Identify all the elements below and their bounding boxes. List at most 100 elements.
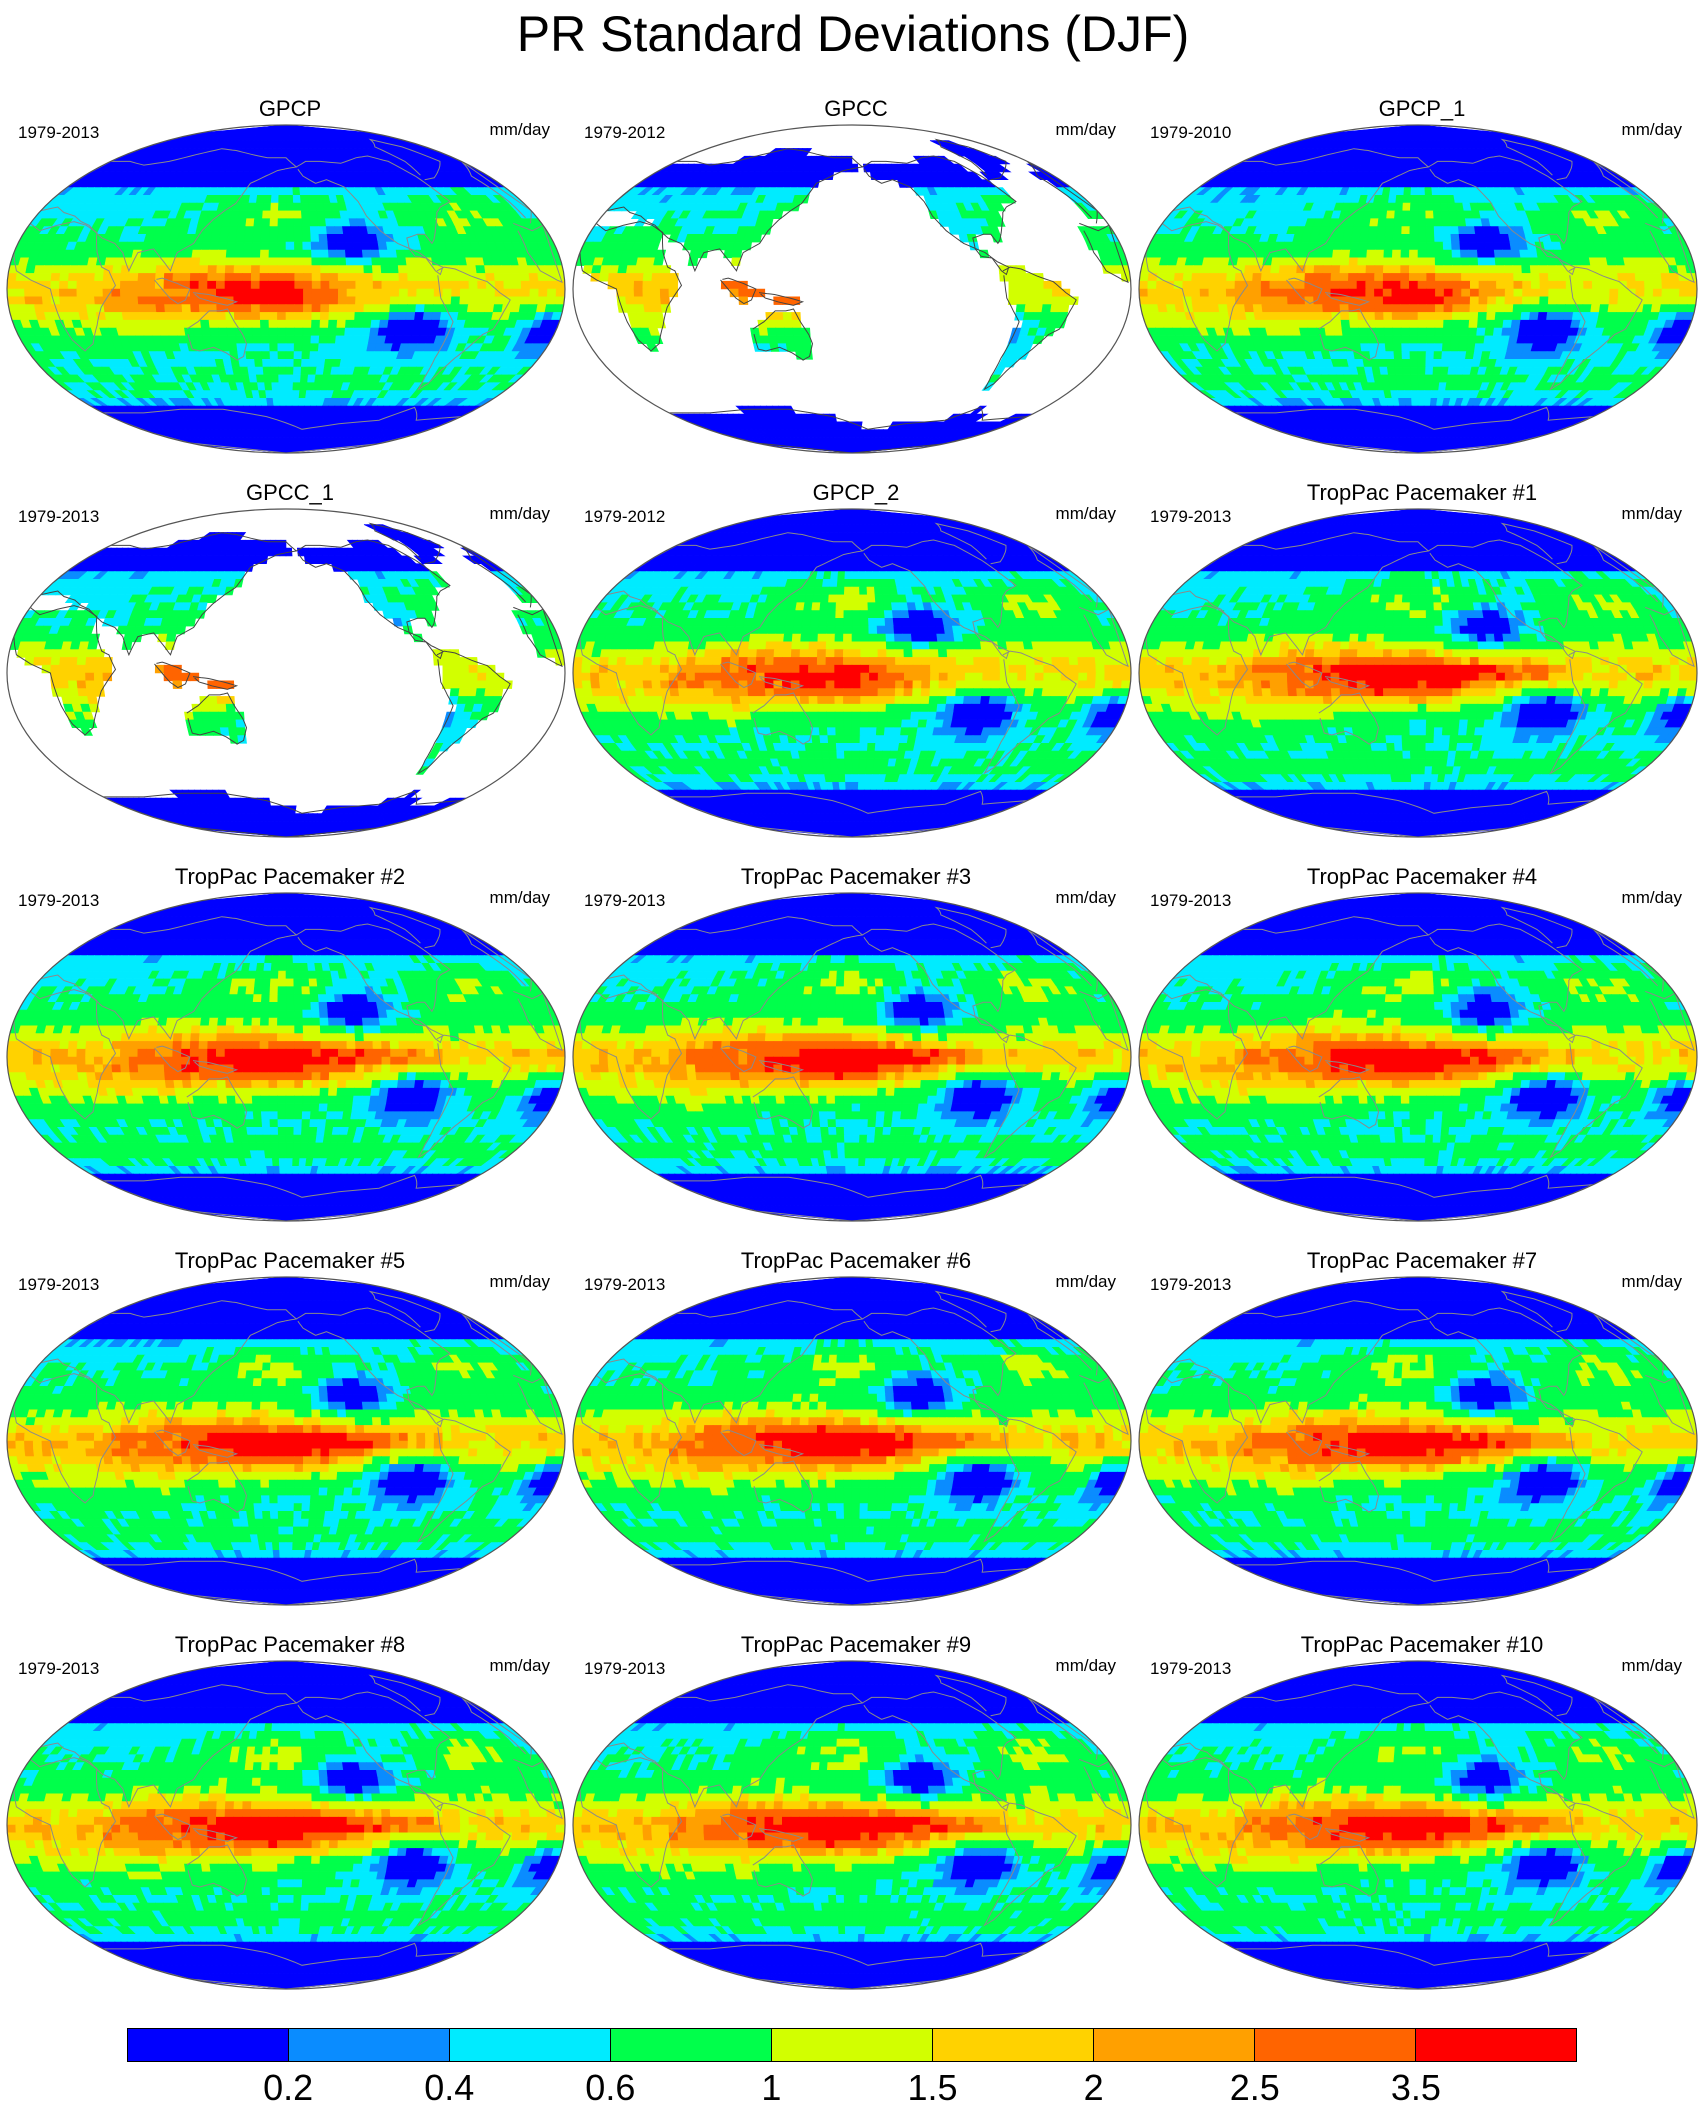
panel-years: 1979-2013	[1150, 507, 1231, 527]
map-outline	[572, 1276, 1132, 1606]
map-outline	[1138, 1276, 1698, 1606]
panel-title: TropPac Pacemaker #2	[6, 864, 574, 890]
panel-title: TropPac Pacemaker #1	[1138, 480, 1706, 506]
map-projection	[572, 508, 1132, 838]
precip-field	[1139, 1661, 1697, 1989]
panel-years: 1979-2013	[18, 1659, 99, 1679]
map-panel: TropPac Pacemaker #7 1979-2013 mm/day	[1138, 1248, 1706, 1630]
panel-title: TropPac Pacemaker #6	[572, 1248, 1140, 1274]
map-panel: TropPac Pacemaker #8 1979-2013 mm/day	[6, 1632, 574, 2014]
coastlines	[579, 138, 1129, 453]
panel-years: 1979-2013	[584, 1275, 665, 1295]
precip-field	[1139, 125, 1697, 453]
coastlines	[1145, 1290, 1695, 1605]
map-outline	[6, 508, 566, 838]
map-outline	[572, 508, 1132, 838]
map-panel: GPCP 1979-2013 mm/day	[6, 96, 574, 478]
colorbar-label: 2	[1084, 2068, 1104, 2108]
figure-title: PR Standard Deviations (DJF)	[0, 4, 1706, 64]
panel-title: GPCC_1	[6, 480, 574, 506]
map-outline	[572, 1660, 1132, 1990]
panel-title: GPCP_2	[572, 480, 1140, 506]
map-panel: TropPac Pacemaker #5 1979-2013 mm/day	[6, 1248, 574, 1630]
map-panel: GPCC_1 1979-2013 mm/day	[6, 480, 574, 862]
map-outline	[1138, 508, 1698, 838]
map-panel: GPCC 1979-2012 mm/day	[572, 96, 1140, 478]
panel-units: mm/day	[1056, 1272, 1116, 1292]
colorbar-box	[933, 2029, 1094, 2061]
panel-title: TropPac Pacemaker #8	[6, 1632, 574, 1658]
coastlines	[1145, 1674, 1695, 1989]
precip-field	[7, 1661, 565, 1989]
colorbar-label: 2.5	[1230, 2068, 1280, 2108]
panel-years: 1979-2013	[18, 507, 99, 527]
colorbar-box	[1416, 2029, 1576, 2061]
precip-field	[7, 893, 565, 1221]
precip-field	[1139, 1277, 1697, 1605]
map-projection	[1138, 1660, 1698, 1990]
panel-units: mm/day	[490, 1656, 550, 1676]
precip-field	[573, 1661, 1131, 1989]
panel-title: GPCC	[572, 96, 1140, 122]
precip-field	[573, 1277, 1131, 1605]
colorbar-box	[289, 2029, 450, 2061]
panel-units: mm/day	[1622, 504, 1682, 524]
panel-units: mm/day	[1056, 504, 1116, 524]
map-panel: TropPac Pacemaker #10 1979-2013 mm/day	[1138, 1632, 1706, 2014]
map-panel: GPCP_1 1979-2010 mm/day	[1138, 96, 1706, 478]
coastlines	[13, 1674, 563, 1989]
panel-title: TropPac Pacemaker #4	[1138, 864, 1706, 890]
panel-years: 1979-2013	[1150, 891, 1231, 911]
map-outline	[1138, 1660, 1698, 1990]
colorbar-labels: 0.2 0.4 0.6 1 1.5 2 2.5 3.5	[127, 2068, 1577, 2108]
panel-years: 1979-2013	[584, 1659, 665, 1679]
coastlines	[579, 1674, 1129, 1989]
panel-years: 1979-2012	[584, 123, 665, 143]
colorbar-box	[772, 2029, 933, 2061]
precip-field	[573, 509, 1131, 837]
colorbar-label: 0.4	[424, 2068, 474, 2108]
map-outline	[572, 124, 1132, 454]
colorbar-label: 0.2	[263, 2068, 313, 2108]
colorbar-label: 0.6	[585, 2068, 635, 2108]
panel-years: 1979-2013	[584, 891, 665, 911]
panel-units: mm/day	[1056, 120, 1116, 140]
map-panel: GPCP_2 1979-2012 mm/day	[572, 480, 1140, 862]
precip-field	[7, 1277, 565, 1605]
precip-field	[573, 893, 1131, 1221]
map-outline	[6, 124, 566, 454]
panel-units: mm/day	[490, 1272, 550, 1292]
map-projection	[1138, 508, 1698, 838]
map-outline	[1138, 124, 1698, 454]
panel-title: TropPac Pacemaker #7	[1138, 1248, 1706, 1274]
panel-years: 1979-2013	[18, 1275, 99, 1295]
map-panel: TropPac Pacemaker #4 1979-2013 mm/day	[1138, 864, 1706, 1246]
map-panel: TropPac Pacemaker #1 1979-2013 mm/day	[1138, 480, 1706, 862]
map-panel: TropPac Pacemaker #2 1979-2013 mm/day	[6, 864, 574, 1246]
map-panel: TropPac Pacemaker #9 1979-2013 mm/day	[572, 1632, 1140, 2014]
panel-years: 1979-2013	[1150, 1659, 1231, 1679]
panel-title: GPCP_1	[1138, 96, 1706, 122]
coastlines	[13, 1290, 563, 1605]
panel-title: TropPac Pacemaker #9	[572, 1632, 1140, 1658]
map-outline	[6, 1276, 566, 1606]
colorbar-box	[1255, 2029, 1416, 2061]
coastlines	[13, 906, 563, 1221]
panel-units: mm/day	[490, 888, 550, 908]
coastlines	[13, 138, 563, 453]
panel-units: mm/day	[1056, 888, 1116, 908]
precip-field	[1139, 509, 1697, 837]
map-projection	[1138, 124, 1698, 454]
colorbar-label: 1	[761, 2068, 781, 2108]
map-panel: TropPac Pacemaker #6 1979-2013 mm/day	[572, 1248, 1140, 1630]
map-projection	[572, 1660, 1132, 1990]
coastlines	[1145, 138, 1695, 453]
panel-years: 1979-2013	[18, 891, 99, 911]
map-projection	[572, 124, 1132, 454]
panel-units: mm/day	[1622, 1272, 1682, 1292]
map-projection	[6, 124, 566, 454]
coastlines	[579, 1290, 1129, 1605]
map-outline	[1138, 892, 1698, 1222]
panel-years: 1979-2012	[584, 507, 665, 527]
map-panel: TropPac Pacemaker #3 1979-2013 mm/day	[572, 864, 1140, 1246]
